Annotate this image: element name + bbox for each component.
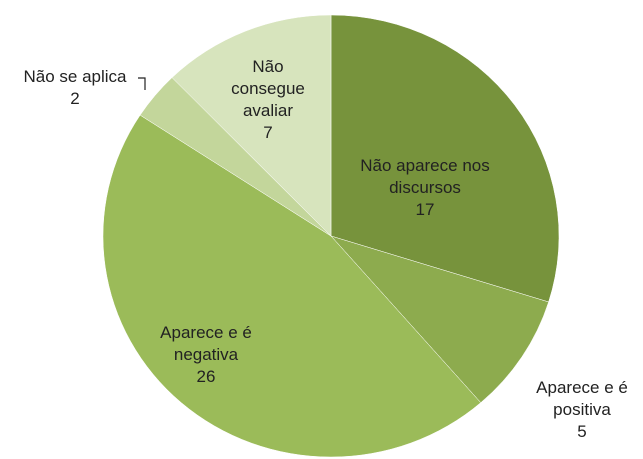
category-label: Não aparece nos discursos bbox=[360, 156, 490, 197]
pie-slice bbox=[330, 14, 560, 303]
slice-label: Não se aplica 2 bbox=[0, 66, 150, 110]
slice-label: Não consegue avaliar 7 bbox=[223, 56, 313, 144]
value-label: 2 bbox=[70, 89, 80, 108]
value-label: 7 bbox=[263, 123, 273, 142]
slice-label: Aparece e é positiva 5 bbox=[520, 377, 643, 443]
pie-slice bbox=[330, 235, 549, 404]
value-label: 17 bbox=[415, 200, 435, 219]
pie-slice bbox=[102, 114, 482, 458]
category-label: Aparece e é positiva bbox=[536, 378, 628, 419]
slice-label: Aparece e é negativa 26 bbox=[141, 322, 271, 388]
value-label: 5 bbox=[577, 422, 587, 441]
pie-slice bbox=[171, 14, 332, 237]
category-label: Não consegue avaliar bbox=[231, 57, 305, 120]
category-label: Não se aplica bbox=[23, 67, 127, 86]
leader-line bbox=[138, 77, 146, 90]
value-label: 26 bbox=[196, 367, 216, 386]
category-label: Aparece e é negativa bbox=[160, 323, 252, 364]
slice-label: Não aparece nos discursos 17 bbox=[355, 155, 495, 221]
